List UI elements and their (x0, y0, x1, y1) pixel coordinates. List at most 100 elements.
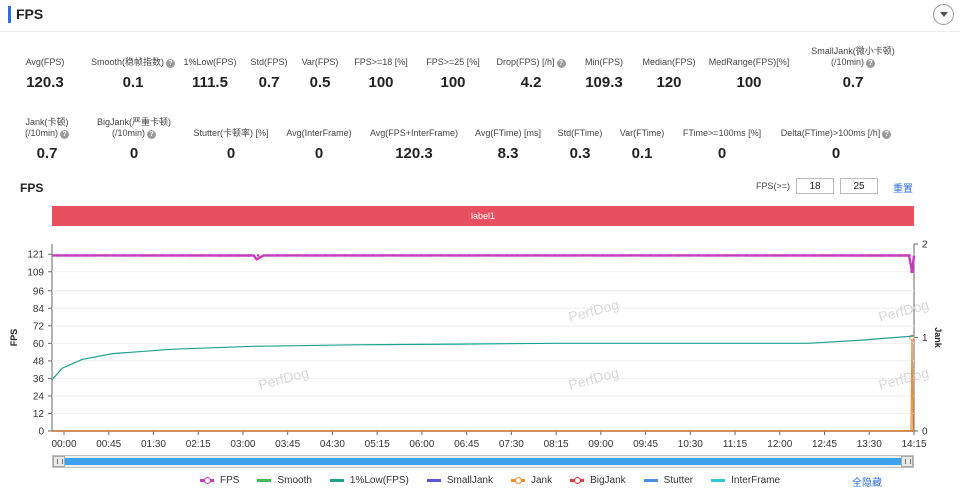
fps-data-point (295, 254, 298, 257)
metric-metrics_row1-4: Var(FPS) 0.5 (245, 57, 395, 92)
label-band[interactable]: label1 (52, 206, 914, 226)
legend-item-jank[interactable]: Jank (510, 475, 552, 486)
fps-threshold-filter: FPS(>=) (756, 177, 879, 195)
fps-data-point (266, 254, 270, 257)
reset-button[interactable]: 重置 (893, 184, 913, 195)
help-icon[interactable]: ? (866, 59, 875, 68)
y-axis-title: FPS (9, 329, 19, 347)
metric-metrics_row2-2: Stutter(卡顿率) [%] 0 (156, 128, 306, 163)
metric-value: 8.3 (497, 145, 519, 162)
metric-metrics_row1-5: FPS>=18 [%] 100 (306, 57, 456, 92)
section-title: FPS (16, 6, 44, 22)
fps-data-point (745, 254, 748, 257)
metric-metrics_row2-7: Var(FTime) 0.1 (567, 128, 717, 163)
slider-right-handle[interactable] (901, 456, 913, 467)
legend-item-bigjank[interactable]: BigJank (570, 475, 626, 486)
metric-metrics_row1-7: Drop(FPS) [/h]? 4.2 (456, 57, 606, 92)
help-icon[interactable]: ? (556, 59, 566, 68)
legend-item-1-low-fps-[interactable]: 1%Low(FPS) (329, 475, 409, 486)
fps-data-point (764, 254, 768, 257)
slider-range-fill[interactable] (65, 458, 901, 465)
x-tick-label: 06:00 (409, 439, 434, 450)
legend-label: FPS (220, 474, 240, 486)
metric-value: 0.7 (36, 145, 58, 162)
collapse-toggle-icon[interactable] (933, 4, 954, 25)
metric-label: FTime>=100ms [%] (682, 128, 762, 138)
fps-data-point (716, 254, 720, 257)
x-tick-label: 13:30 (857, 439, 882, 450)
watermark-text: PerfDog (567, 296, 621, 325)
metric-label: BigJank(严重卡顿) (96, 117, 171, 127)
fps-data-point (486, 254, 490, 257)
section-accent-bar (8, 6, 11, 23)
fps-data-point (247, 254, 250, 257)
time-range-slider[interactable] (52, 455, 914, 468)
fps-data-point (228, 254, 231, 257)
legend-item-smalljank[interactable]: SmallJank (426, 475, 493, 486)
metric-value: 109.3 (585, 74, 623, 91)
y-tick-label: 84 (33, 304, 45, 315)
metric-value: 100 (736, 74, 762, 91)
fps-data-point (199, 254, 203, 257)
fps-data-point (774, 254, 777, 257)
legend-label: Smooth (277, 474, 312, 486)
fps-threshold-input-2[interactable] (840, 178, 879, 194)
slider-left-handle[interactable] (53, 456, 65, 467)
legend-item-smooth[interactable]: Smooth (257, 474, 312, 486)
fps-data-point (860, 254, 863, 257)
chart-legend: FPS Smooth 1%Low(FPS) SmallJank Jank BigJank S… (200, 473, 798, 487)
metric-label: 1%Low(FPS) (183, 57, 237, 67)
fps-data-point (697, 254, 701, 257)
fps-threshold-input-1[interactable] (796, 178, 835, 194)
metric-metrics_row2-0: Jank(卡顿) (/10min)? 0.7 (0, 117, 122, 163)
help-icon[interactable]: ? (882, 130, 892, 139)
fps-data-point (94, 254, 97, 257)
y-tick-label: 121 (27, 250, 44, 261)
fps-data-point (879, 254, 883, 257)
fps-data-point (553, 254, 557, 257)
help-icon[interactable]: ? (166, 59, 175, 68)
metric-metrics_row1-2: 1%Low(FPS) 111.5 (135, 57, 285, 92)
metric-metrics_row1-1: Smooth(稳帧指数)? 0.1 (58, 57, 208, 92)
fps-data-point (256, 254, 260, 257)
fps-data-point (103, 254, 107, 257)
y-tick-label: 109 (27, 267, 44, 278)
x-tick-label: 11:15 (723, 439, 748, 450)
y2-tick-label: 1 (922, 333, 928, 344)
fps-data-point (783, 254, 787, 257)
metric-label: Jank(卡顿) (25, 117, 69, 127)
fps-data-point (505, 254, 509, 257)
metric-value: 0 (314, 145, 324, 162)
metric-value: 0.5 (309, 74, 331, 91)
y-tick-label: 72 (33, 321, 45, 332)
metric-value: 0 (129, 145, 139, 162)
legend-item-fps[interactable]: FPS (200, 475, 239, 486)
legend-item-stutter[interactable]: Stutter (643, 475, 693, 486)
fps-data-point (161, 254, 164, 257)
fps-data-point (678, 254, 681, 257)
y2-axis-title: Jank (933, 327, 943, 349)
fps-data-point (707, 254, 710, 257)
x-tick-label: 00:45 (96, 439, 121, 450)
metric-metrics_row1-8: Min(FPS) 109.3 (529, 57, 679, 92)
y-tick-label: 60 (33, 339, 45, 350)
x-tick-label: 08:15 (544, 439, 569, 450)
fps-data-point (189, 254, 193, 257)
metric-value: 0.3 (569, 145, 591, 162)
hide-all-series-button[interactable]: 全隐藏 (852, 478, 882, 489)
watermark-text: PerfDog (877, 364, 931, 393)
x-tick-label: 14:15 (901, 439, 926, 450)
legend-swatch-icon (200, 476, 214, 484)
legend-swatch-icon (510, 476, 525, 484)
x-tick-label: 02:15 (186, 439, 211, 450)
fps-data-point (362, 254, 365, 257)
legend-item-interframe[interactable]: InterFrame (711, 475, 780, 486)
metric-metrics_row1-10: MedRange(FPS)[%] 100 (674, 57, 824, 92)
help-icon[interactable]: ? (147, 130, 156, 139)
help-icon[interactable]: ? (60, 130, 69, 139)
fps-data-point (132, 254, 135, 257)
fps-data-point (908, 254, 911, 257)
fps-data-point (55, 254, 59, 257)
fps-data-point (151, 254, 155, 257)
